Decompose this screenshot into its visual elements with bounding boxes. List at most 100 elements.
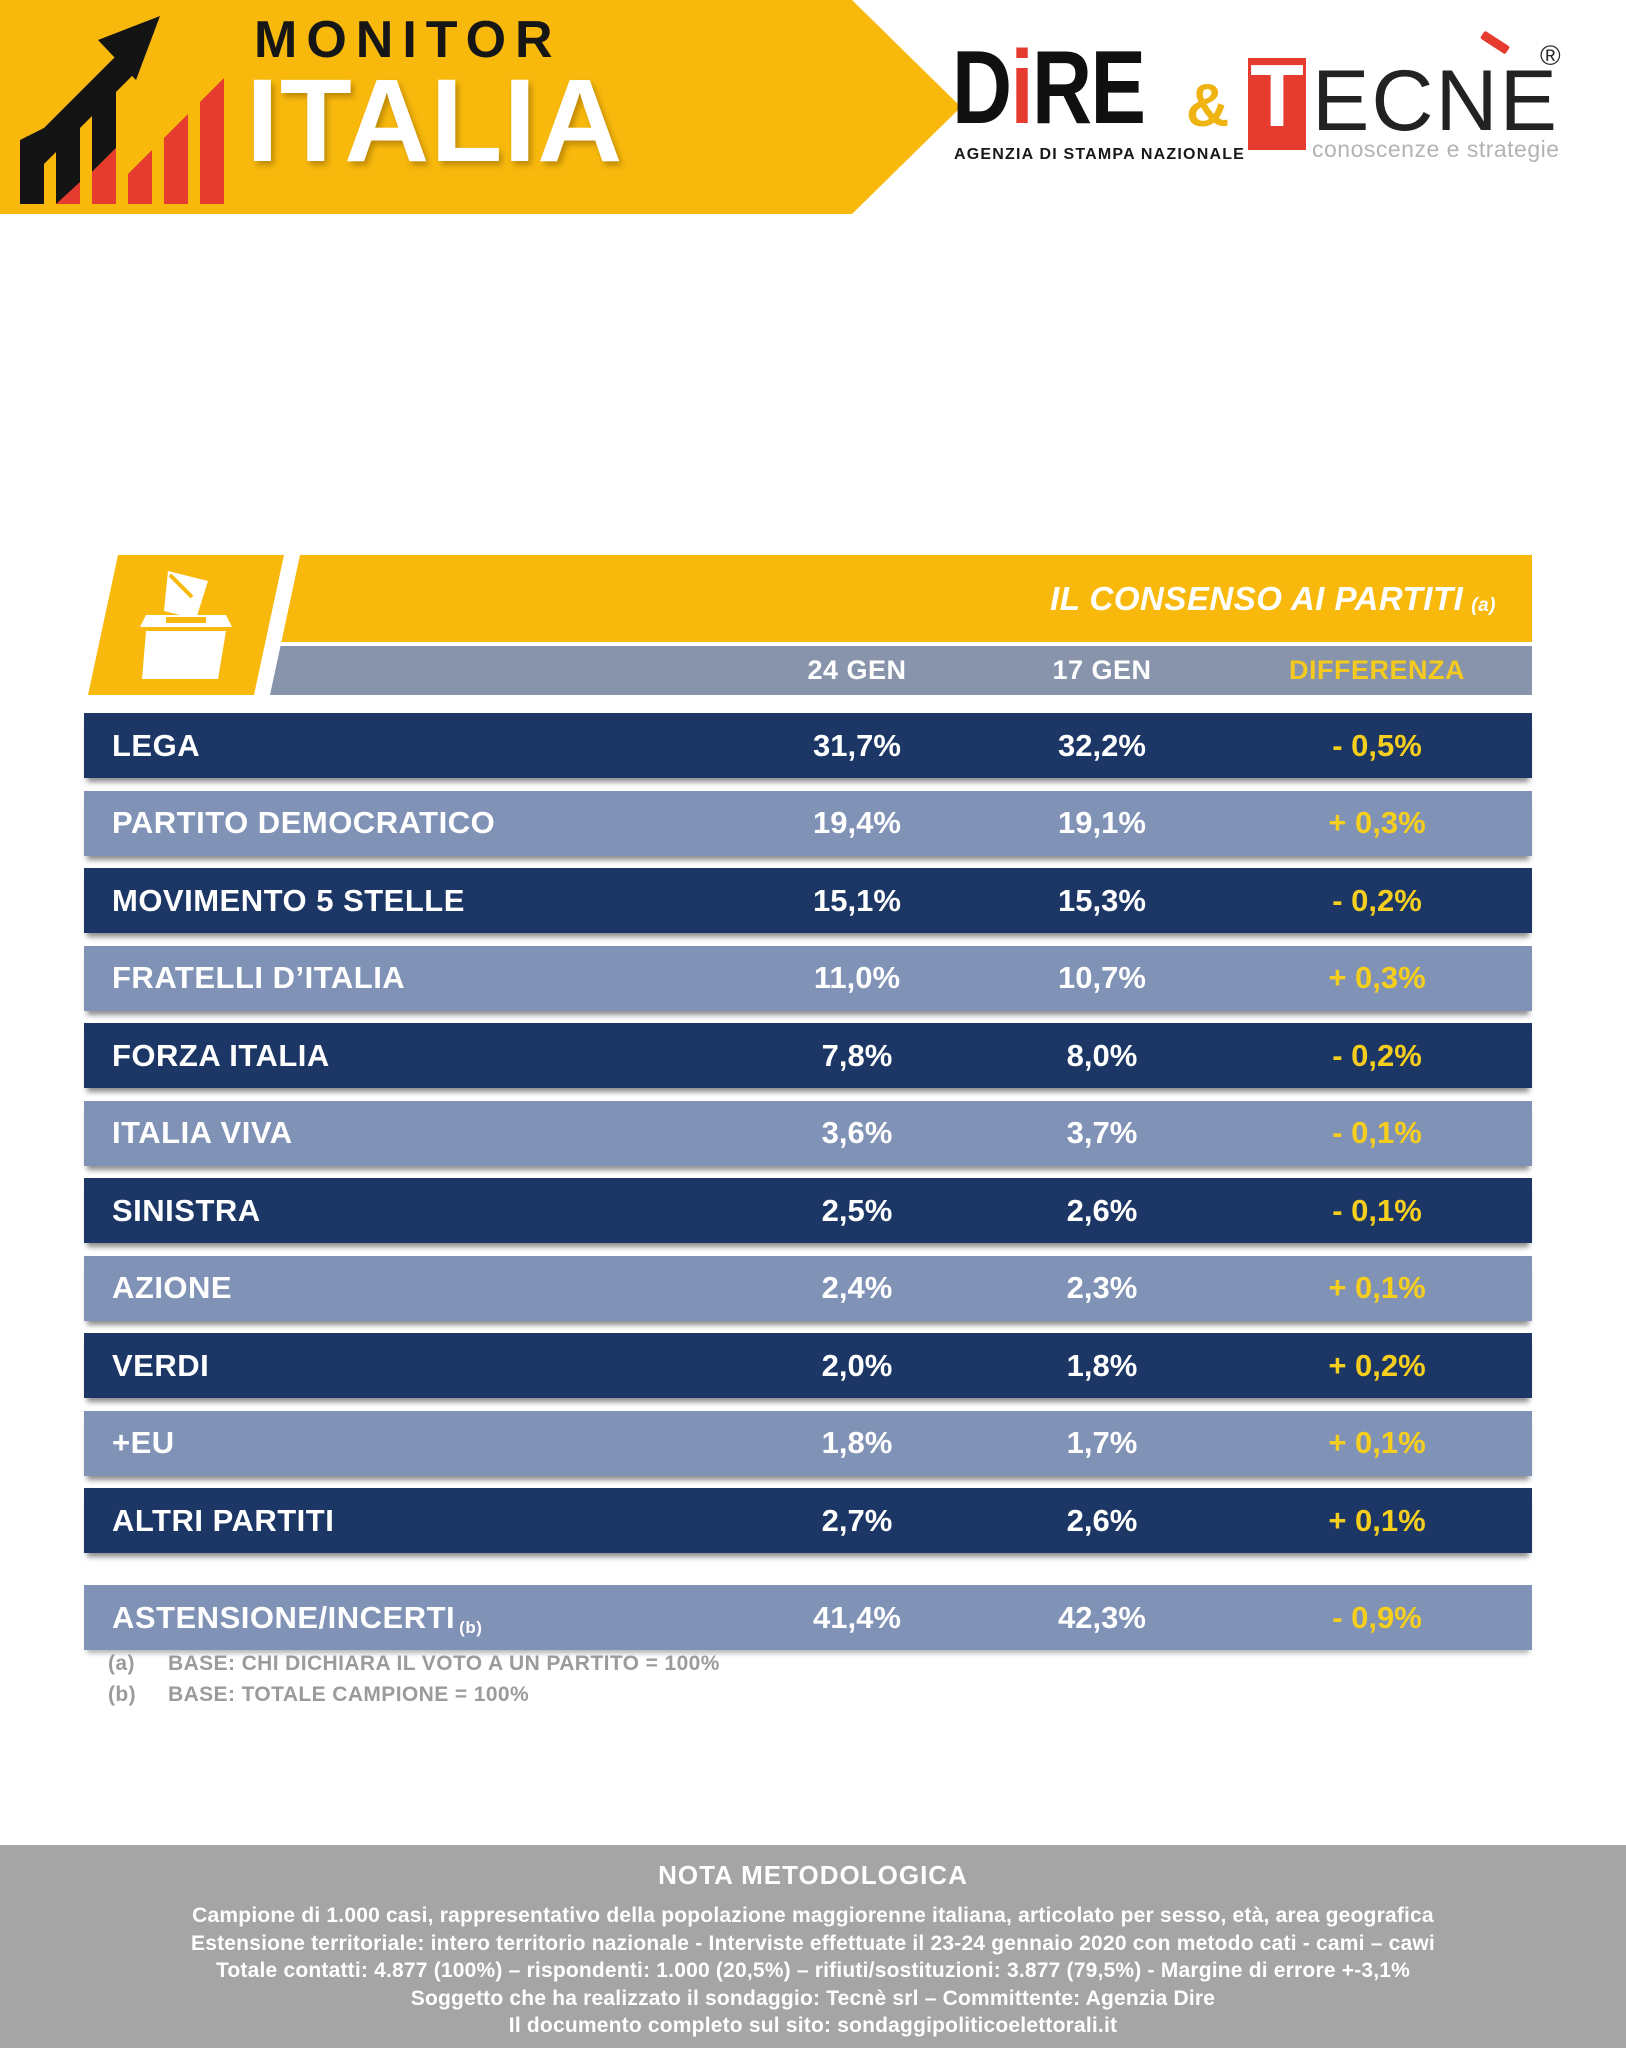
value-17gen: 2,6%	[1066, 1192, 1138, 1228]
dire-letter-d: D	[952, 30, 1012, 146]
table-row: MOVIMENTO 5 STELLE 15,1% 15,3% - 0,2%	[84, 868, 1532, 933]
band-divider	[270, 642, 1532, 646]
column-header-band: 24 GEN 17 GEN DIFFERENZA	[270, 646, 1532, 695]
footer-line: Totale contatti: 4.877 (100%) – risponde…	[215, 1959, 1411, 1982]
value-differenza: + 0,3%	[1328, 960, 1426, 995]
value-17gen: 8,0%	[1066, 1037, 1138, 1073]
ampersand: &	[1186, 72, 1230, 139]
value-17gen: 2,6%	[1066, 1502, 1138, 1538]
value-differenza: - 0,2%	[1332, 882, 1422, 918]
party-name: PARTITO DEMOCRATICO	[112, 805, 496, 840]
party-name: FRATELLI D’ITALIA	[112, 960, 406, 995]
party-name: FORZA ITALIA	[112, 1037, 330, 1073]
value-differenza: - 0,2%	[1332, 1037, 1422, 1073]
footnote-b: (b) BASE: TOTALE CAMPIONE = 100%	[108, 1683, 720, 1707]
value-differenza: + 0,1%	[1328, 1502, 1426, 1538]
value-differenza: + 0,3%	[1328, 805, 1426, 840]
brand-header: MONITOR ITALIA DiRE AGENZIA DI STAMPA NA…	[0, 0, 1626, 214]
value-17gen: 3,7%	[1066, 1115, 1138, 1150]
methodology-footer: NOTA METODOLOGICA Campione di 1.000 casi…	[0, 1845, 1626, 2048]
footer-line: Campione di 1.000 casi, rappresentativo …	[192, 1904, 1434, 1927]
value-17gen: 19,1%	[1058, 805, 1146, 840]
ballot-box-icon	[134, 567, 238, 683]
table-title-note: (a)	[1471, 594, 1496, 616]
dire-letters-re: RE	[1032, 30, 1146, 146]
value-24gen: 19,4%	[813, 805, 901, 840]
value-differenza: - 0,9%	[1332, 1599, 1422, 1635]
value-24gen: 2,4%	[821, 1270, 893, 1305]
table-row: FRATELLI D’ITALIA 11,0% 10,7% + 0,3%	[84, 945, 1532, 1011]
table-title-band: IL CONSENSO AI PARTITI (a)	[270, 555, 1532, 642]
footnote-b-text: BASE: TOTALE CAMPIONE = 100%	[168, 1683, 530, 1706]
ballot-box-cell	[88, 555, 284, 695]
tecne-t-badge: T	[1248, 58, 1306, 150]
party-name: AZIONE	[112, 1270, 233, 1305]
value-17gen: 1,8%	[1066, 1347, 1138, 1383]
value-17gen: 1,7%	[1066, 1425, 1138, 1460]
registered-mark: ®	[1540, 40, 1561, 71]
value-24gen: 2,5%	[821, 1192, 893, 1228]
footer-lines: Campione di 1.000 casi, rappresentativo …	[0, 1902, 1626, 2040]
footer-line: Soggetto che ha realizzato il sondaggio:…	[410, 1986, 1216, 2010]
party-name: ALTRI PARTITI	[112, 1502, 335, 1538]
party-rows: LEGA 31,7% 32,2% - 0,5% PARTITO DEMOCRAT…	[84, 713, 1532, 1566]
value-differenza: - 0,1%	[1332, 1115, 1422, 1150]
table-row: ALTRI PARTITI 2,7% 2,6% + 0,1%	[84, 1488, 1532, 1553]
value-24gen: 2,0%	[821, 1347, 893, 1383]
party-name: +EU	[112, 1425, 175, 1460]
value-differenza: + 0,2%	[1328, 1347, 1426, 1383]
value-24gen: 3,6%	[821, 1115, 893, 1150]
table-row: PARTITO DEMOCRATICO 19,4% 19,1% + 0,3%	[84, 790, 1532, 856]
party-name: ASTENSIONE/INCERTI (b)	[112, 1599, 483, 1637]
tecne-accent-mark	[1479, 30, 1511, 55]
value-24gen: 2,7%	[821, 1502, 893, 1538]
value-24gen: 1,8%	[821, 1425, 893, 1460]
value-17gen: 42,3%	[1058, 1599, 1146, 1635]
footnotes: (a) BASE: CHI DICHIARA IL VOTO A UN PART…	[108, 1652, 720, 1714]
table-row: ITALIA VIVA 3,6% 3,7% - 0,1%	[84, 1100, 1532, 1166]
table-row: +EU 1,8% 1,7% + 0,1%	[84, 1410, 1532, 1476]
italia-wordmark: ITALIA	[246, 55, 624, 187]
yellow-arrow-banner	[0, 0, 961, 214]
table-header: IL CONSENSO AI PARTITI (a) 24 GEN 17 GEN…	[270, 555, 1532, 695]
party-name: VERDI	[112, 1347, 210, 1383]
party-name: LEGA	[112, 727, 201, 763]
table-row: FORZA ITALIA 7,8% 8,0% - 0,2%	[84, 1023, 1532, 1088]
value-24gen: 7,8%	[821, 1037, 893, 1073]
footnote-b-label: (b)	[108, 1683, 137, 1706]
value-24gen: 11,0%	[813, 960, 901, 995]
value-24gen: 15,1%	[813, 882, 901, 918]
value-17gen: 10,7%	[1058, 960, 1146, 995]
value-17gen: 15,3%	[1058, 882, 1146, 918]
dire-letter-i: i	[1010, 30, 1033, 146]
column-header-17gen: 17 GEN	[1052, 655, 1152, 685]
tecne-tagline: conoscenze e strategie	[1312, 136, 1560, 162]
value-17gen: 2,3%	[1066, 1270, 1138, 1305]
value-24gen: 31,7%	[813, 727, 901, 763]
column-header-differenza: DIFFERENZA	[1289, 655, 1465, 685]
column-header-24gen: 24 GEN	[807, 655, 907, 685]
bar-chart-arrow-icon	[20, 16, 224, 204]
footnote-a-label: (a)	[108, 1652, 135, 1675]
monitor-wordmark: MONITOR	[254, 11, 562, 69]
value-differenza: + 0,1%	[1328, 1270, 1426, 1305]
party-name: ITALIA VIVA	[112, 1115, 293, 1150]
value-17gen: 32,2%	[1058, 727, 1146, 763]
footnote-a: (a) BASE: CHI DICHIARA IL VOTO A UN PART…	[108, 1652, 720, 1676]
table-row: LEGA 31,7% 32,2% - 0,5%	[84, 713, 1532, 778]
value-24gen: 41,4%	[813, 1599, 901, 1635]
tecne-wordmark: ECNE	[1312, 53, 1559, 149]
footer-title: NOTA METODOLOGICA	[658, 1860, 968, 1890]
tecne-letter-t: T	[1250, 58, 1304, 145]
table-title: IL CONSENSO AI PARTITI	[1050, 579, 1464, 617]
party-name: MOVIMENTO 5 STELLE	[112, 882, 465, 918]
table-row: SINISTRA 2,5% 2,6% - 0,1%	[84, 1178, 1532, 1243]
footer-line: Il documento completo sul sito: sondaggi…	[508, 2014, 1118, 2037]
party-name: SINISTRA	[112, 1192, 261, 1228]
footer-line: Estensione territoriale: intero territor…	[191, 1931, 1435, 1955]
value-differenza: - 0,1%	[1332, 1192, 1422, 1228]
dire-logo: DiRE	[952, 36, 1146, 140]
table-row: AZIONE 2,4% 2,3% + 0,1%	[84, 1255, 1532, 1321]
abstention-row: ASTENSIONE/INCERTI (b) 41,4% 42,3% - 0,9%	[84, 1585, 1532, 1650]
